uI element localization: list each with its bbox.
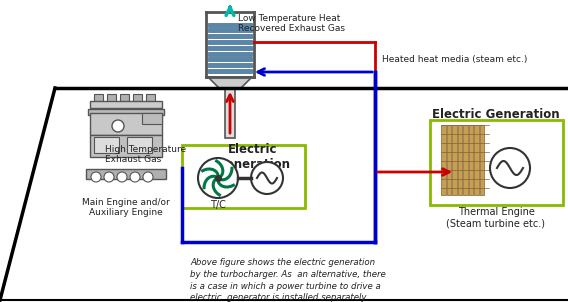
FancyBboxPatch shape — [146, 94, 155, 102]
Text: Above figure shows the electric generation
by the turbocharger. As  an alternati: Above figure shows the electric generati… — [190, 258, 386, 302]
Circle shape — [117, 172, 127, 182]
FancyBboxPatch shape — [208, 57, 252, 61]
Text: Thermal Engine
(Steam turbine etc.): Thermal Engine (Steam turbine etc.) — [446, 207, 545, 229]
Circle shape — [130, 172, 140, 182]
Text: Electric
Generation: Electric Generation — [216, 143, 290, 171]
FancyBboxPatch shape — [469, 125, 473, 195]
FancyBboxPatch shape — [474, 125, 478, 195]
Circle shape — [198, 158, 238, 198]
Circle shape — [112, 120, 124, 132]
Polygon shape — [208, 77, 252, 89]
FancyBboxPatch shape — [90, 135, 162, 157]
Text: Low Temperature Heat
Recovered Exhaust Gas: Low Temperature Heat Recovered Exhaust G… — [238, 14, 345, 34]
FancyBboxPatch shape — [208, 52, 252, 56]
FancyBboxPatch shape — [479, 125, 484, 195]
Circle shape — [143, 172, 153, 182]
FancyBboxPatch shape — [452, 125, 457, 195]
FancyBboxPatch shape — [142, 113, 162, 124]
FancyBboxPatch shape — [94, 94, 103, 102]
FancyBboxPatch shape — [208, 46, 252, 50]
Polygon shape — [225, 89, 235, 138]
FancyBboxPatch shape — [441, 125, 445, 195]
FancyBboxPatch shape — [463, 125, 467, 195]
FancyBboxPatch shape — [208, 34, 252, 38]
Circle shape — [91, 172, 101, 182]
Text: Electric Generation: Electric Generation — [432, 108, 560, 121]
FancyBboxPatch shape — [208, 40, 252, 44]
Circle shape — [490, 148, 530, 188]
FancyBboxPatch shape — [94, 137, 119, 153]
Text: T/C: T/C — [210, 200, 226, 210]
FancyBboxPatch shape — [457, 125, 462, 195]
FancyBboxPatch shape — [127, 137, 152, 153]
FancyBboxPatch shape — [90, 113, 162, 135]
FancyBboxPatch shape — [107, 94, 116, 102]
Circle shape — [104, 172, 114, 182]
FancyBboxPatch shape — [208, 23, 252, 27]
Text: Heated heat media (steam etc.): Heated heat media (steam etc.) — [382, 55, 527, 64]
Text: High Temperature
Exhaust Gas: High Temperature Exhaust Gas — [105, 145, 186, 164]
FancyBboxPatch shape — [446, 125, 451, 195]
FancyBboxPatch shape — [208, 63, 252, 67]
FancyBboxPatch shape — [90, 101, 162, 108]
FancyBboxPatch shape — [133, 94, 142, 102]
FancyBboxPatch shape — [86, 169, 166, 179]
FancyBboxPatch shape — [88, 109, 164, 115]
FancyBboxPatch shape — [120, 94, 129, 102]
FancyBboxPatch shape — [208, 69, 252, 73]
Text: Main Engine and/or
Auxiliary Engine: Main Engine and/or Auxiliary Engine — [82, 198, 170, 217]
FancyBboxPatch shape — [208, 28, 252, 32]
Circle shape — [251, 162, 283, 194]
